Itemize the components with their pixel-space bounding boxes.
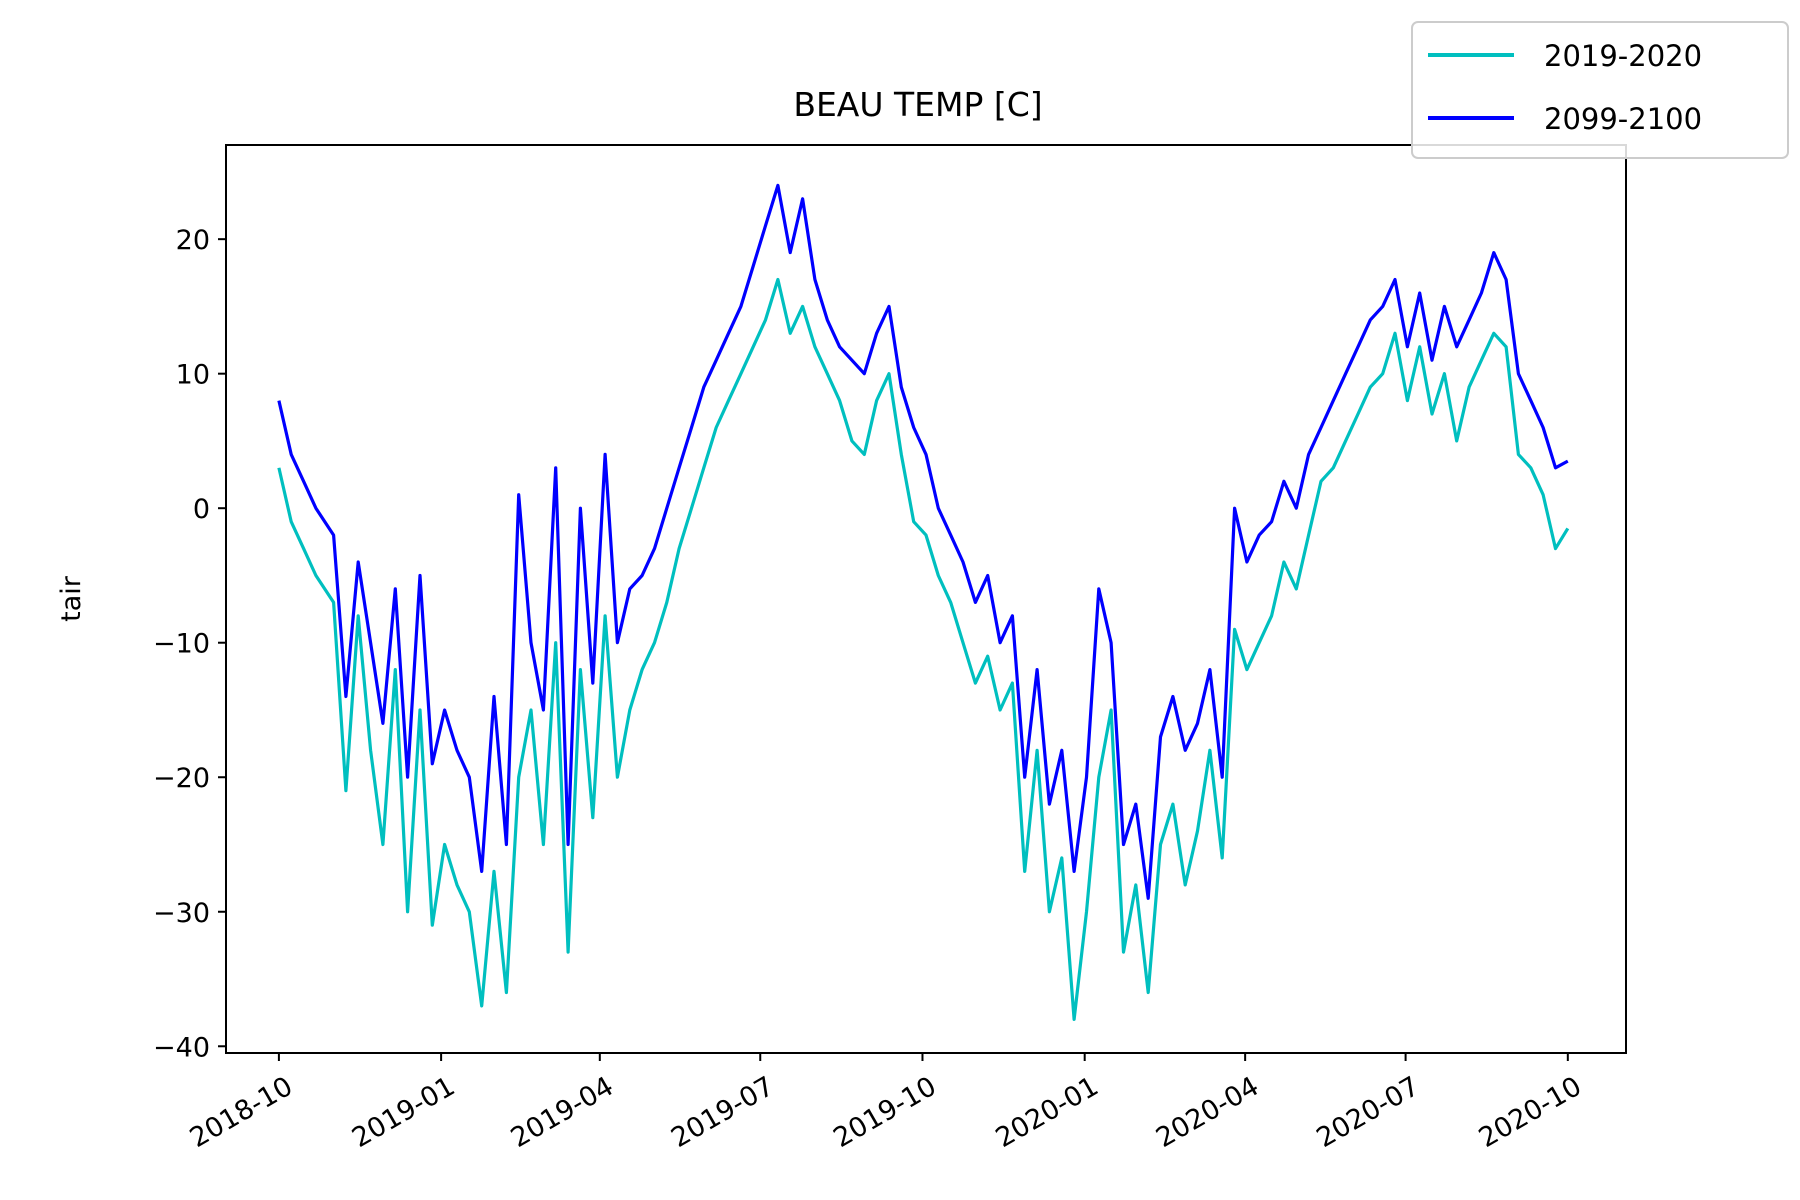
y-tick-label: 0 <box>193 494 210 525</box>
chart-title: BEAU TEMP [C] <box>793 85 1042 124</box>
legend-label: 2099-2100 <box>1544 102 1702 136</box>
series-layer <box>277 183 1570 1022</box>
legend-label: 2019-2020 <box>1544 39 1702 73</box>
y-tick-label: −30 <box>153 898 210 929</box>
y-tick-label: 10 <box>176 360 210 391</box>
plot-frame <box>225 144 1627 1054</box>
legend[interactable]: 2019-2020 2099-2100 <box>1411 21 1789 159</box>
y-axis: 20 10 0 −10 −20 −30 −40 <box>153 225 226 1063</box>
y-axis-label: tair <box>56 575 87 622</box>
legend-item-2[interactable]: 2099-2100 <box>1428 102 1702 136</box>
series-line-2 <box>277 183 1569 900</box>
y-tick-label: −20 <box>153 763 210 794</box>
y-tick-label: 20 <box>176 225 210 256</box>
series-line-1 <box>277 277 1570 1022</box>
y-tick-label: −40 <box>153 1032 210 1063</box>
legend-item-1[interactable]: 2019-2020 <box>1428 39 1702 73</box>
y-tick-label: −10 <box>153 629 210 660</box>
